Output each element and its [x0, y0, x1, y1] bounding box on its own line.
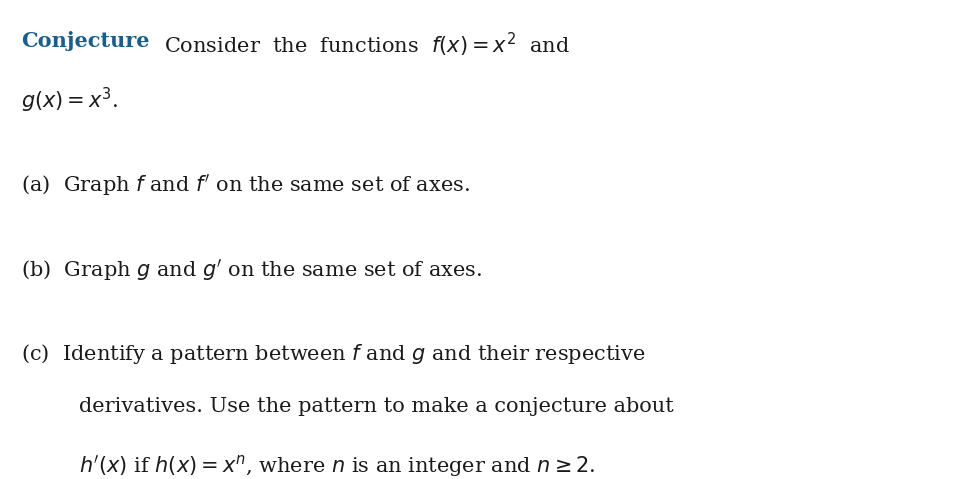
Text: $h'(x)$ if $h(x) = x^n$, where $n$ is an integer and $n \geq 2$.: $h'(x)$ if $h(x) = x^n$, where $n$ is an…: [79, 453, 596, 479]
Text: Conjecture: Conjecture: [21, 31, 149, 51]
Text: (a)  Graph $f$ and $f'$ on the same set of axes.: (a) Graph $f$ and $f'$ on the same set o…: [21, 171, 470, 198]
Text: derivatives. Use the pattern to make a conjecture about: derivatives. Use the pattern to make a c…: [79, 398, 674, 416]
Text: Consider  the  functions  $f(x) = x^2$  and: Consider the functions $f(x) = x^2$ and: [164, 31, 570, 59]
Text: $g(x) = x^3$.: $g(x) = x^3$.: [21, 86, 118, 115]
Text: (b)  Graph $g$ and $g'$ on the same set of axes.: (b) Graph $g$ and $g'$ on the same set o…: [21, 257, 482, 283]
Text: (c)  Identify a pattern between $f$ and $g$ and their respective: (c) Identify a pattern between $f$ and $…: [21, 342, 645, 366]
